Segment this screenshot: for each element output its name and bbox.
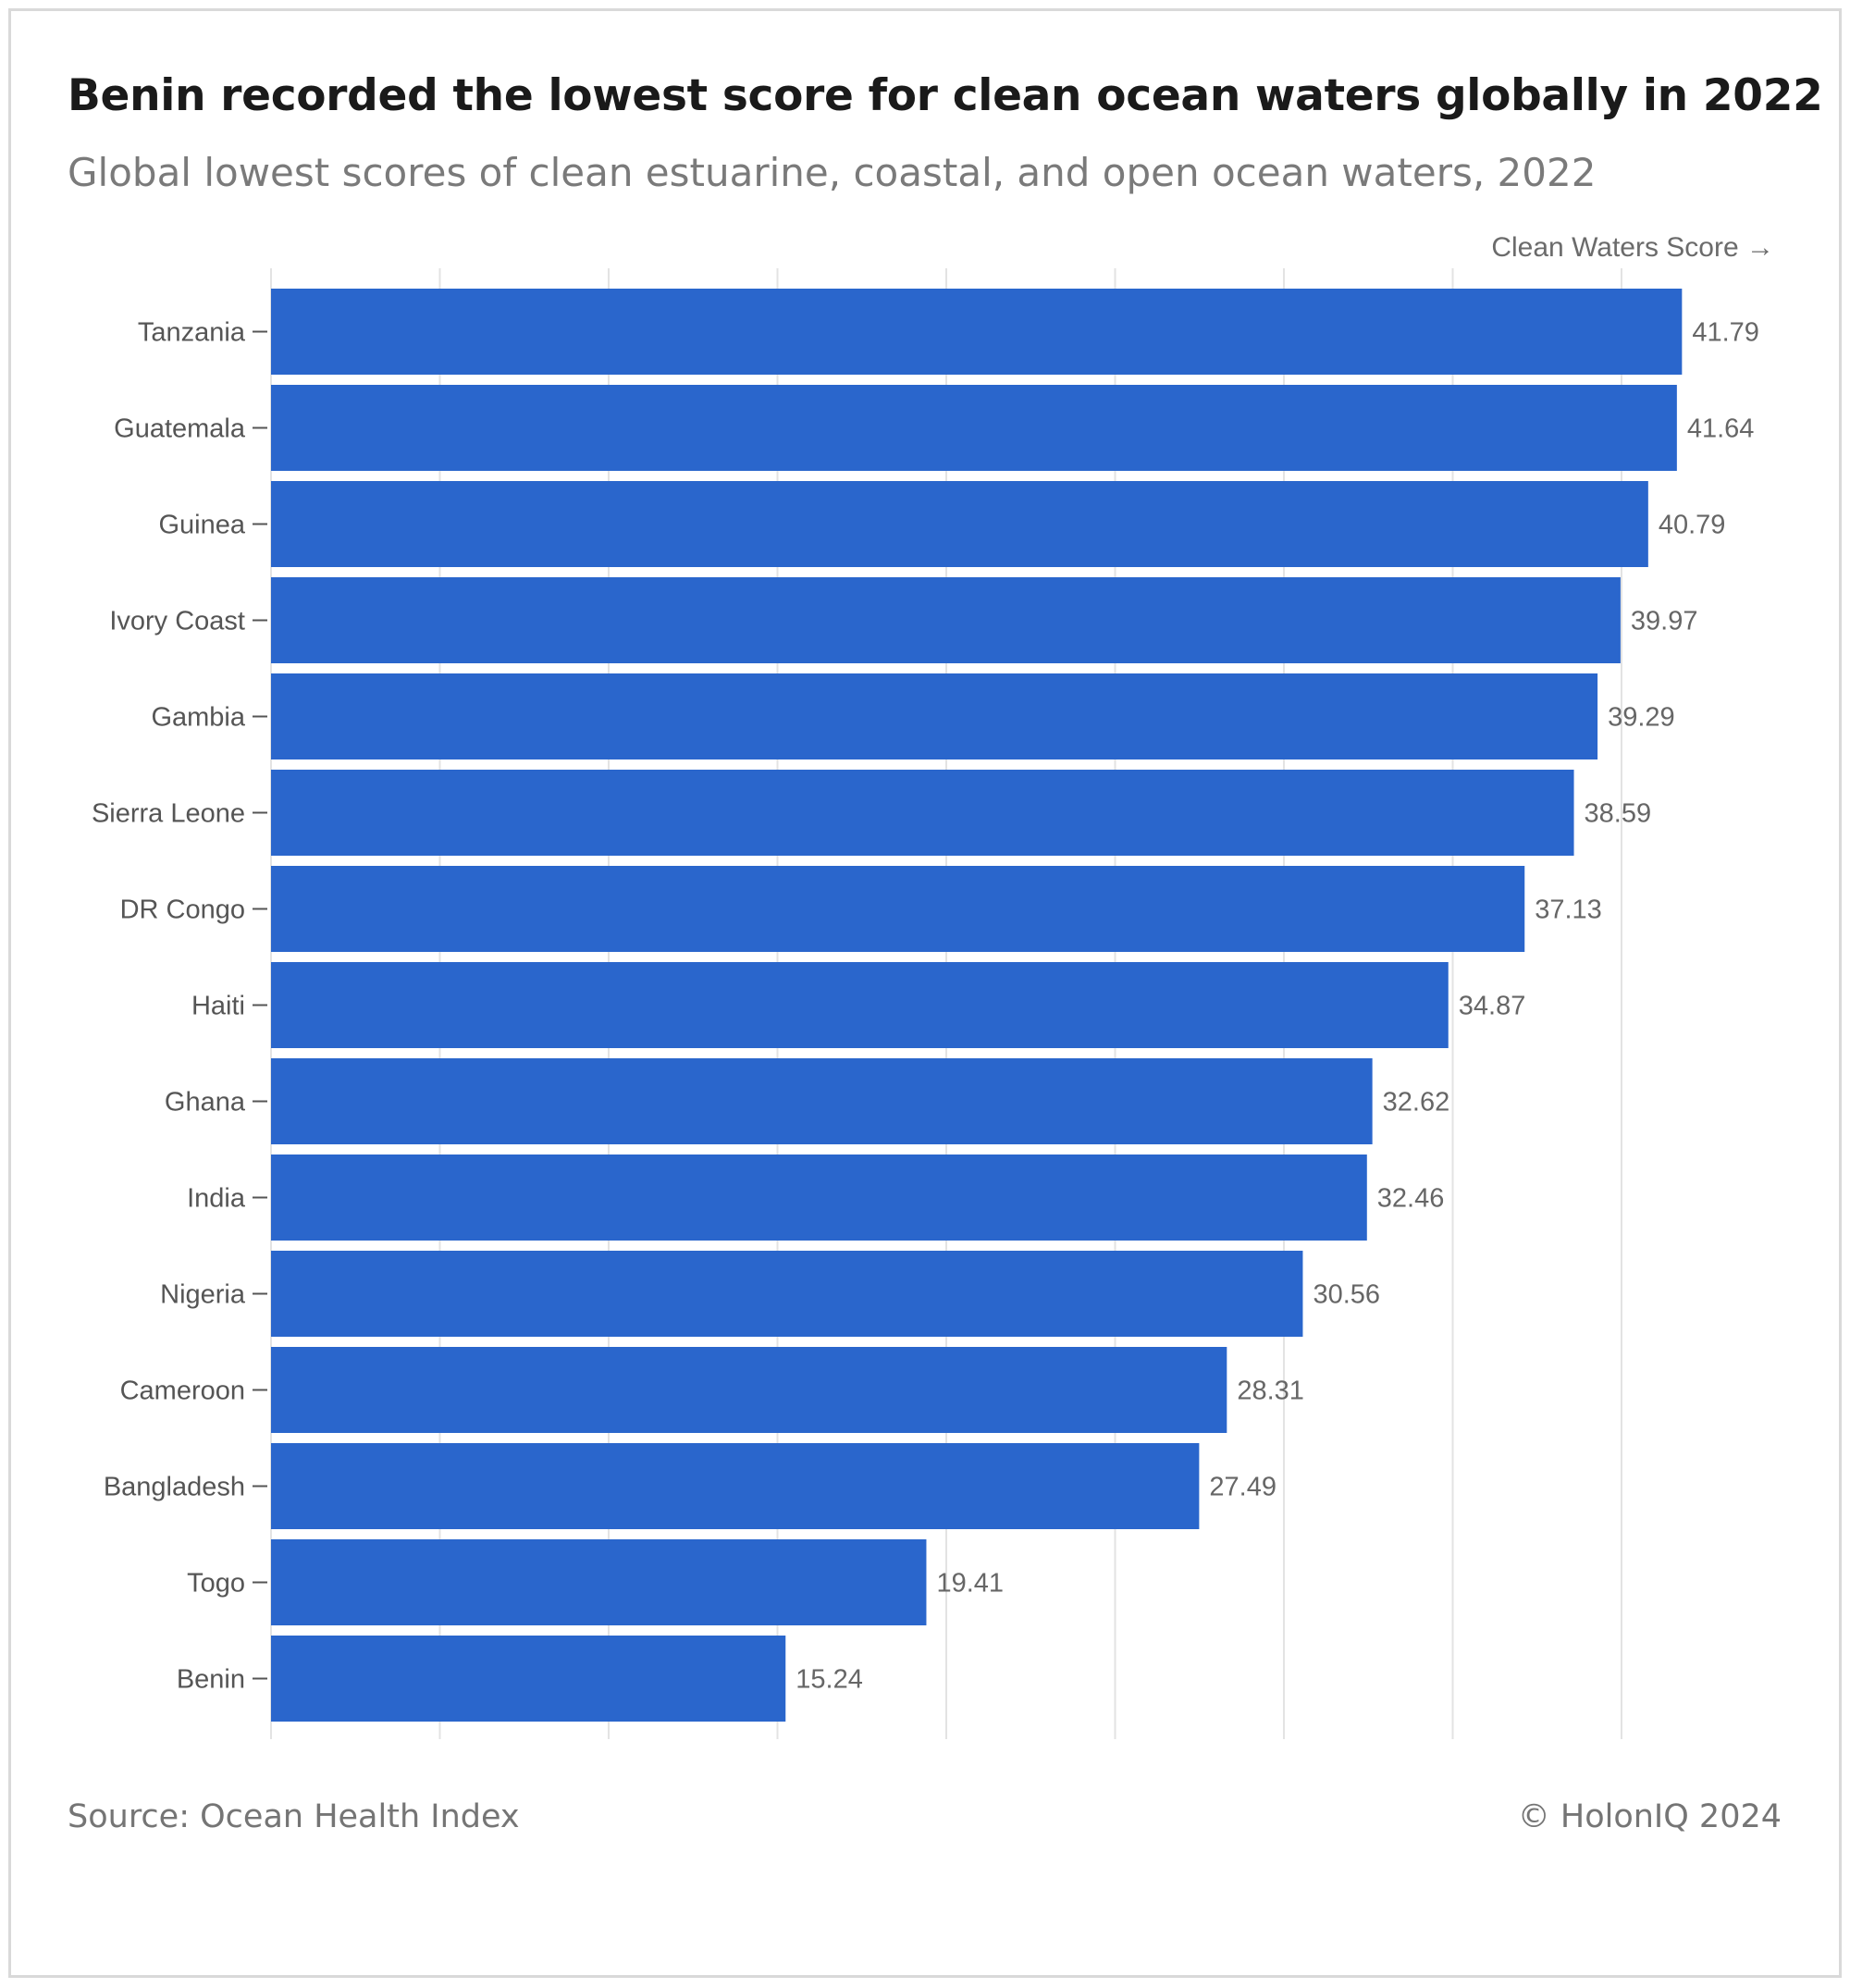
category-label: Sierra Leone: [92, 799, 245, 829]
value-label: 30.56: [1313, 1280, 1380, 1310]
value-label: 27.49: [1209, 1473, 1276, 1502]
bar-cameroon: [271, 1347, 1227, 1433]
value-label: 37.13: [1535, 895, 1602, 925]
value-label: 32.62: [1383, 1088, 1450, 1117]
value-label: 38.59: [1585, 799, 1652, 829]
bar-guinea: [271, 481, 1648, 567]
bar-bangladesh: [271, 1443, 1200, 1529]
category-label: DR Congo: [120, 895, 245, 925]
category-label: Ghana: [165, 1088, 246, 1117]
category-label: Ivory Coast: [109, 607, 245, 636]
category-label: Guinea: [158, 511, 245, 540]
value-label: 41.79: [1692, 318, 1759, 348]
bar-ivory-coast: [271, 577, 1621, 663]
bar-sierra-leone: [271, 770, 1574, 856]
category-label: Guatemala: [114, 414, 246, 444]
category-label: Cameroon: [120, 1377, 245, 1406]
category-label: Benin: [177, 1665, 245, 1695]
bar-india: [271, 1155, 1367, 1241]
chart-title: Benin recorded the lowest score for clea…: [68, 70, 1823, 121]
value-label: 40.79: [1659, 511, 1726, 540]
copyright-note: © HolonIQ 2024: [1517, 1798, 1782, 1835]
category-label: Bangladesh: [104, 1473, 245, 1502]
x-axis-title: Clean Waters Score →: [1491, 232, 1774, 263]
bar-gambia: [271, 673, 1598, 759]
value-label: 39.29: [1608, 703, 1675, 733]
bar-benin: [271, 1636, 786, 1722]
bar-togo: [271, 1539, 927, 1625]
labels: Tanzania 41.79 Guatemala 41.64 Guinea 40.79 Iv…: [92, 318, 1759, 1695]
bar-tanzania: [271, 289, 1683, 375]
bar-haiti: [271, 962, 1449, 1048]
value-label: 41.64: [1687, 414, 1755, 444]
category-label: Tanzania: [138, 318, 246, 348]
category-label: Haiti: [191, 992, 245, 1021]
value-label: 39.97: [1631, 607, 1698, 636]
bar-dr-congo: [271, 866, 1525, 952]
value-label: 34.87: [1459, 992, 1526, 1021]
category-label: Gambia: [151, 703, 245, 733]
value-label: 19.41: [936, 1569, 1004, 1599]
category-label: Togo: [187, 1569, 245, 1599]
source-note: Source: Ocean Health Index: [68, 1798, 520, 1835]
bar-guatemala: [271, 385, 1677, 471]
bars: [271, 289, 1683, 1722]
category-label: Nigeria: [160, 1280, 246, 1310]
bar-ghana: [271, 1058, 1373, 1144]
bar-nigeria: [271, 1251, 1303, 1337]
category-label: India: [187, 1184, 246, 1214]
value-label: 15.24: [796, 1665, 863, 1695]
chart-subtitle: Global lowest scores of clean estuarine,…: [68, 150, 1597, 195]
value-label: 28.31: [1237, 1377, 1304, 1406]
value-label: 32.46: [1377, 1184, 1445, 1214]
